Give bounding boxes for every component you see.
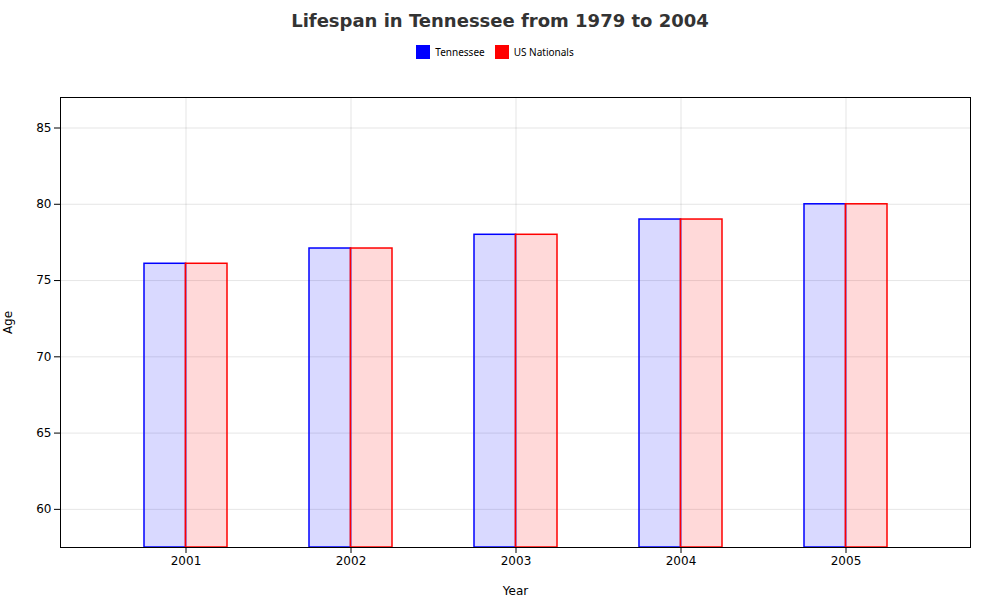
svg-text:Year: Year (502, 584, 528, 598)
svg-text:70: 70 (36, 350, 51, 364)
html-text:Tennessee: Tennessee (435, 44, 485, 59)
html-text:Lifespan in Tennessee from 197: Lifespan in Tennessee from 1979 to 2004 (291, 10, 709, 31)
svg-text:85: 85 (36, 121, 51, 135)
svg-text:2005: 2005 (831, 554, 862, 568)
svg-text:65: 65 (36, 426, 51, 440)
svg-text:2001: 2001 (171, 554, 202, 568)
svg-text:2002: 2002 (336, 554, 367, 568)
svg-text:2004: 2004 (666, 554, 697, 568)
svg-text:80: 80 (36, 197, 51, 211)
svg-text:2003: 2003 (501, 554, 532, 568)
svg-text:60: 60 (36, 502, 51, 516)
svg-text:75: 75 (36, 273, 51, 287)
svg-text:Age: Age (1, 311, 15, 334)
html-text:US Nationals: US Nationals (513, 44, 574, 59)
